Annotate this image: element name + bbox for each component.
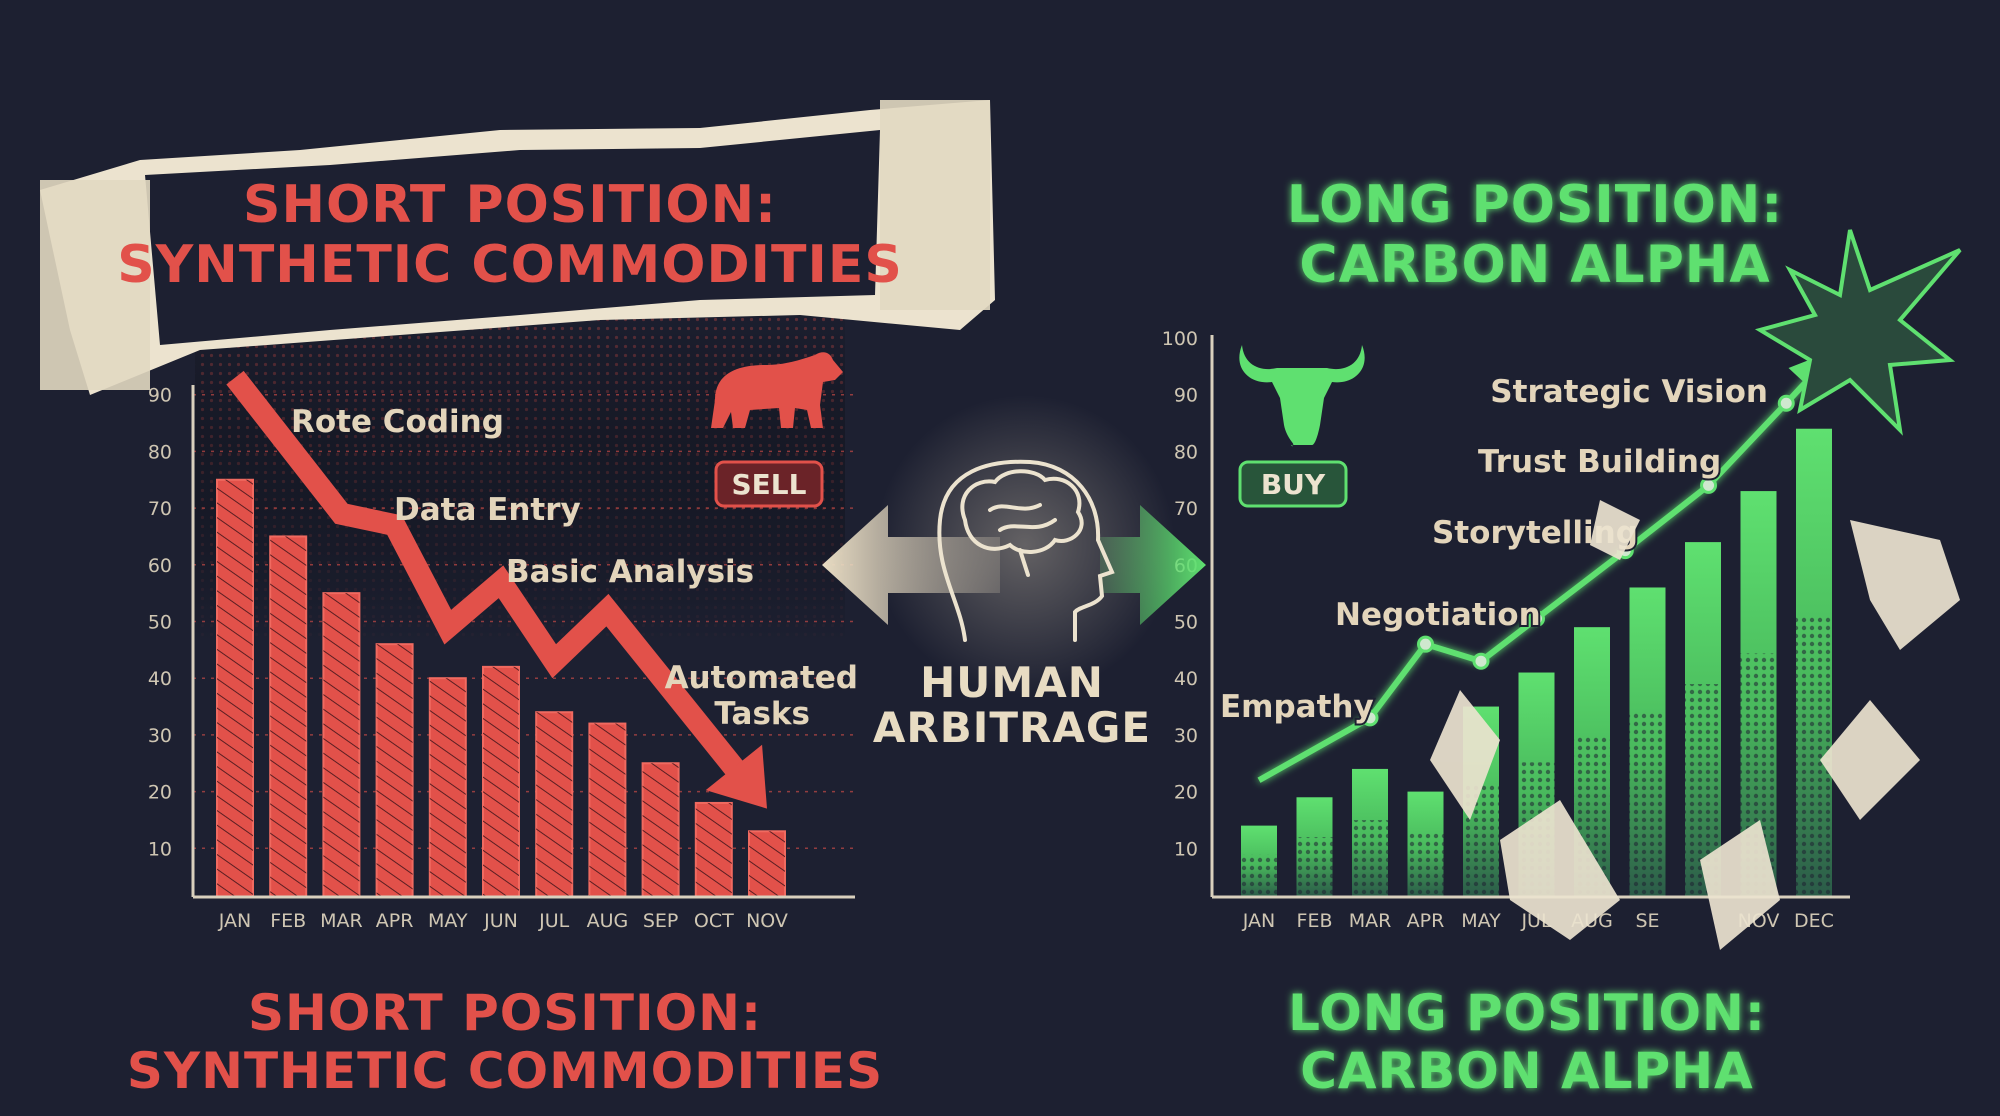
center-label-line1: HUMAN — [920, 658, 1104, 707]
x-tick-label: NOV — [746, 910, 788, 932]
x-tick-label: FEB — [270, 910, 306, 932]
y-tick-label: 30 — [148, 725, 172, 747]
x-tick-label: MAY — [1461, 910, 1501, 932]
y-tick-label: 60 — [148, 555, 172, 577]
bottom-right-title-line1: LONG POSITION: — [1288, 984, 1766, 1042]
bar-hatch — [270, 536, 307, 897]
y-tick-label: 10 — [1174, 838, 1198, 860]
buy-label: BUY — [1261, 468, 1326, 501]
x-tick-label: MAY — [428, 910, 468, 932]
y-tick-label: 100 — [1162, 328, 1198, 350]
bar-halftone — [1407, 833, 1444, 897]
left-bar-chart: 10 20 30 40 50 60 70 80 90 JAN FEB MAR APR MAY JUN JUL A… — [148, 370, 858, 932]
y-tick-label: 10 — [148, 838, 172, 860]
annotation-label: Automated — [665, 660, 858, 696]
trend-point — [1361, 709, 1379, 727]
x-tick-label: AUG — [587, 910, 629, 932]
bar-hatch — [483, 666, 519, 897]
x-tick-label: FEB — [1297, 910, 1333, 932]
sell-badge: SELL — [714, 460, 824, 508]
bar-hatch — [589, 723, 626, 897]
x-tick-label: MAR — [1349, 910, 1392, 932]
x-tick-label: SE — [1635, 910, 1659, 932]
trend-point — [1472, 652, 1490, 670]
top-left-title-line1: SHORT POSITION: — [243, 175, 777, 235]
bottom-left-title-line1: SHORT POSITION: — [248, 984, 762, 1042]
bar-hatch — [376, 644, 413, 897]
annotation-label: Basic Analysis — [506, 554, 754, 590]
x-tick-label: JUL — [538, 910, 570, 932]
y-tick-label: 20 — [1174, 782, 1198, 804]
bear-icon — [711, 352, 843, 428]
brain-head-icon — [937, 459, 1115, 642]
top-right-title-line2: CARBON ALPHA — [1299, 235, 1770, 295]
annotation-label: Rote Coding — [291, 404, 504, 440]
bar-hatch — [749, 831, 785, 897]
x-tick-label: APR — [376, 910, 414, 932]
bar-hatch — [642, 763, 679, 897]
y-tick-label: 50 — [1174, 612, 1198, 634]
bar-hatch — [429, 678, 466, 897]
center-label-line2: ARBITRAGE — [873, 703, 1151, 752]
annotation-label: Empathy — [1220, 689, 1374, 725]
x-tick-label: MAR — [320, 910, 363, 932]
annotation-label: Tasks — [714, 696, 810, 732]
y-tick-label: 70 — [1174, 498, 1198, 520]
buy-badge: BUY — [1238, 460, 1348, 508]
bar-halftone — [1629, 711, 1666, 897]
annotation-label: Trust Building — [1478, 444, 1721, 480]
trend-arrowhead-icon — [705, 744, 767, 809]
y-tick-label: 80 — [148, 441, 172, 463]
y-tick-label: 50 — [148, 612, 172, 634]
bottom-left-title-line2: SYNTHETIC COMMODITIES — [127, 1042, 883, 1100]
trend-point — [1777, 394, 1795, 412]
x-tick-label: DEC — [1794, 910, 1834, 932]
y-tick-label: 70 — [148, 498, 172, 520]
x-tick-label: OCT — [694, 910, 734, 932]
burst-icon — [1754, 229, 1962, 436]
trend-point — [1700, 476, 1718, 494]
bar-hatch — [323, 593, 360, 897]
y-tick-label: 90 — [1174, 385, 1198, 407]
bar-hatch — [217, 479, 253, 897]
bull-icon — [1239, 345, 1365, 447]
torn-paper-hole — [1430, 500, 1960, 950]
x-tick-label: APR — [1407, 910, 1445, 932]
y-tick-label: 40 — [148, 668, 172, 690]
annotation-label: Data Entry — [394, 492, 581, 528]
right-bar-chart: 102030405060708090100JANFEBMARAPRMAYJULA… — [1162, 328, 1850, 932]
x-tick-label: JAN — [218, 910, 251, 932]
annotation-label: Strategic Vision — [1490, 374, 1768, 410]
y-tick-label: 80 — [1174, 441, 1198, 463]
bottom-right-title-line2: CARBON ALPHA — [1300, 1042, 1754, 1100]
trend-point — [1528, 610, 1545, 628]
bar-halftone — [1241, 854, 1277, 897]
y-tick-label: 30 — [1174, 725, 1198, 747]
bar-halftone — [1296, 837, 1333, 897]
trend-line — [226, 370, 751, 785]
bar-hatch — [536, 712, 573, 897]
torn-paper-banner — [40, 100, 995, 395]
x-tick-label: JUN — [483, 910, 518, 932]
top-left-title-line2: SYNTHETIC COMMODITIES — [117, 235, 903, 295]
y-tick-label: 40 — [1174, 668, 1198, 690]
trend-point — [1417, 635, 1434, 653]
annotation-label: Negotiation — [1335, 597, 1541, 633]
bar-hatch — [695, 802, 732, 897]
y-tick-label: 20 — [148, 782, 172, 804]
sell-label: SELL — [732, 468, 807, 501]
x-tick-label: SEP — [643, 910, 679, 932]
bar-halftone — [1352, 820, 1388, 897]
y-tick-label: 90 — [148, 385, 172, 407]
x-tick-label: JAN — [1242, 910, 1275, 932]
top-right-title-line1: LONG POSITION: — [1287, 175, 1783, 235]
